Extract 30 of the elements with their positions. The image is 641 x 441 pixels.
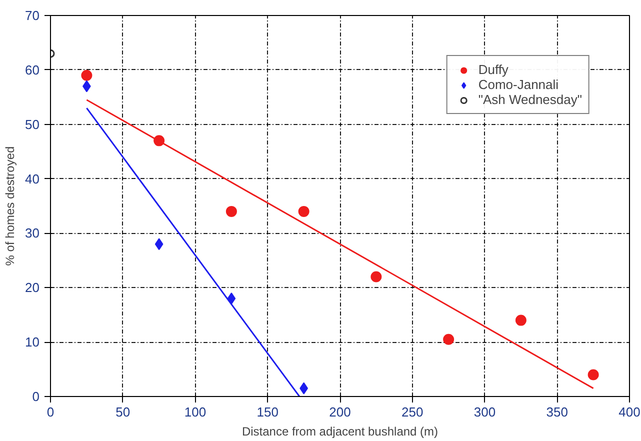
point xyxy=(226,206,237,217)
point xyxy=(154,238,164,250)
x-axis-title: Distance from adjacent bushland (m) xyxy=(242,424,438,438)
y-tick-label: 10 xyxy=(25,334,40,350)
point xyxy=(588,369,599,380)
point xyxy=(370,271,382,282)
y-tick-label: 0 xyxy=(32,389,40,404)
point xyxy=(443,334,454,345)
legend-label: Como-Jannali xyxy=(478,77,559,92)
x-tick-label: 300 xyxy=(474,404,496,420)
x-tick-label: 50 xyxy=(116,404,130,420)
point xyxy=(515,314,526,326)
y-tick-label: 50 xyxy=(25,116,40,132)
y-tick-label: 70 xyxy=(25,8,40,23)
y-axis-title: % of homes destroyed xyxy=(3,146,18,266)
y-tick-label: 40 xyxy=(25,171,40,186)
x-tick-label: 0 xyxy=(46,404,54,420)
legend-label: "Ash Wednesday" xyxy=(478,92,582,107)
x-tick-label: 100 xyxy=(184,404,206,420)
y-tick-label: 30 xyxy=(25,226,40,241)
x-tick-label: 400 xyxy=(618,404,640,420)
y-tick-label: 20 xyxy=(25,280,40,296)
x-tick-label: 350 xyxy=(546,404,568,420)
x-tick-label: 150 xyxy=(256,404,278,420)
point xyxy=(298,206,310,217)
x-tick-label: 200 xyxy=(329,404,351,420)
y-tick-label: 60 xyxy=(25,62,40,78)
legend-label: Duffy xyxy=(478,62,508,77)
point xyxy=(81,70,92,81)
x-tick-label: 250 xyxy=(402,404,424,420)
